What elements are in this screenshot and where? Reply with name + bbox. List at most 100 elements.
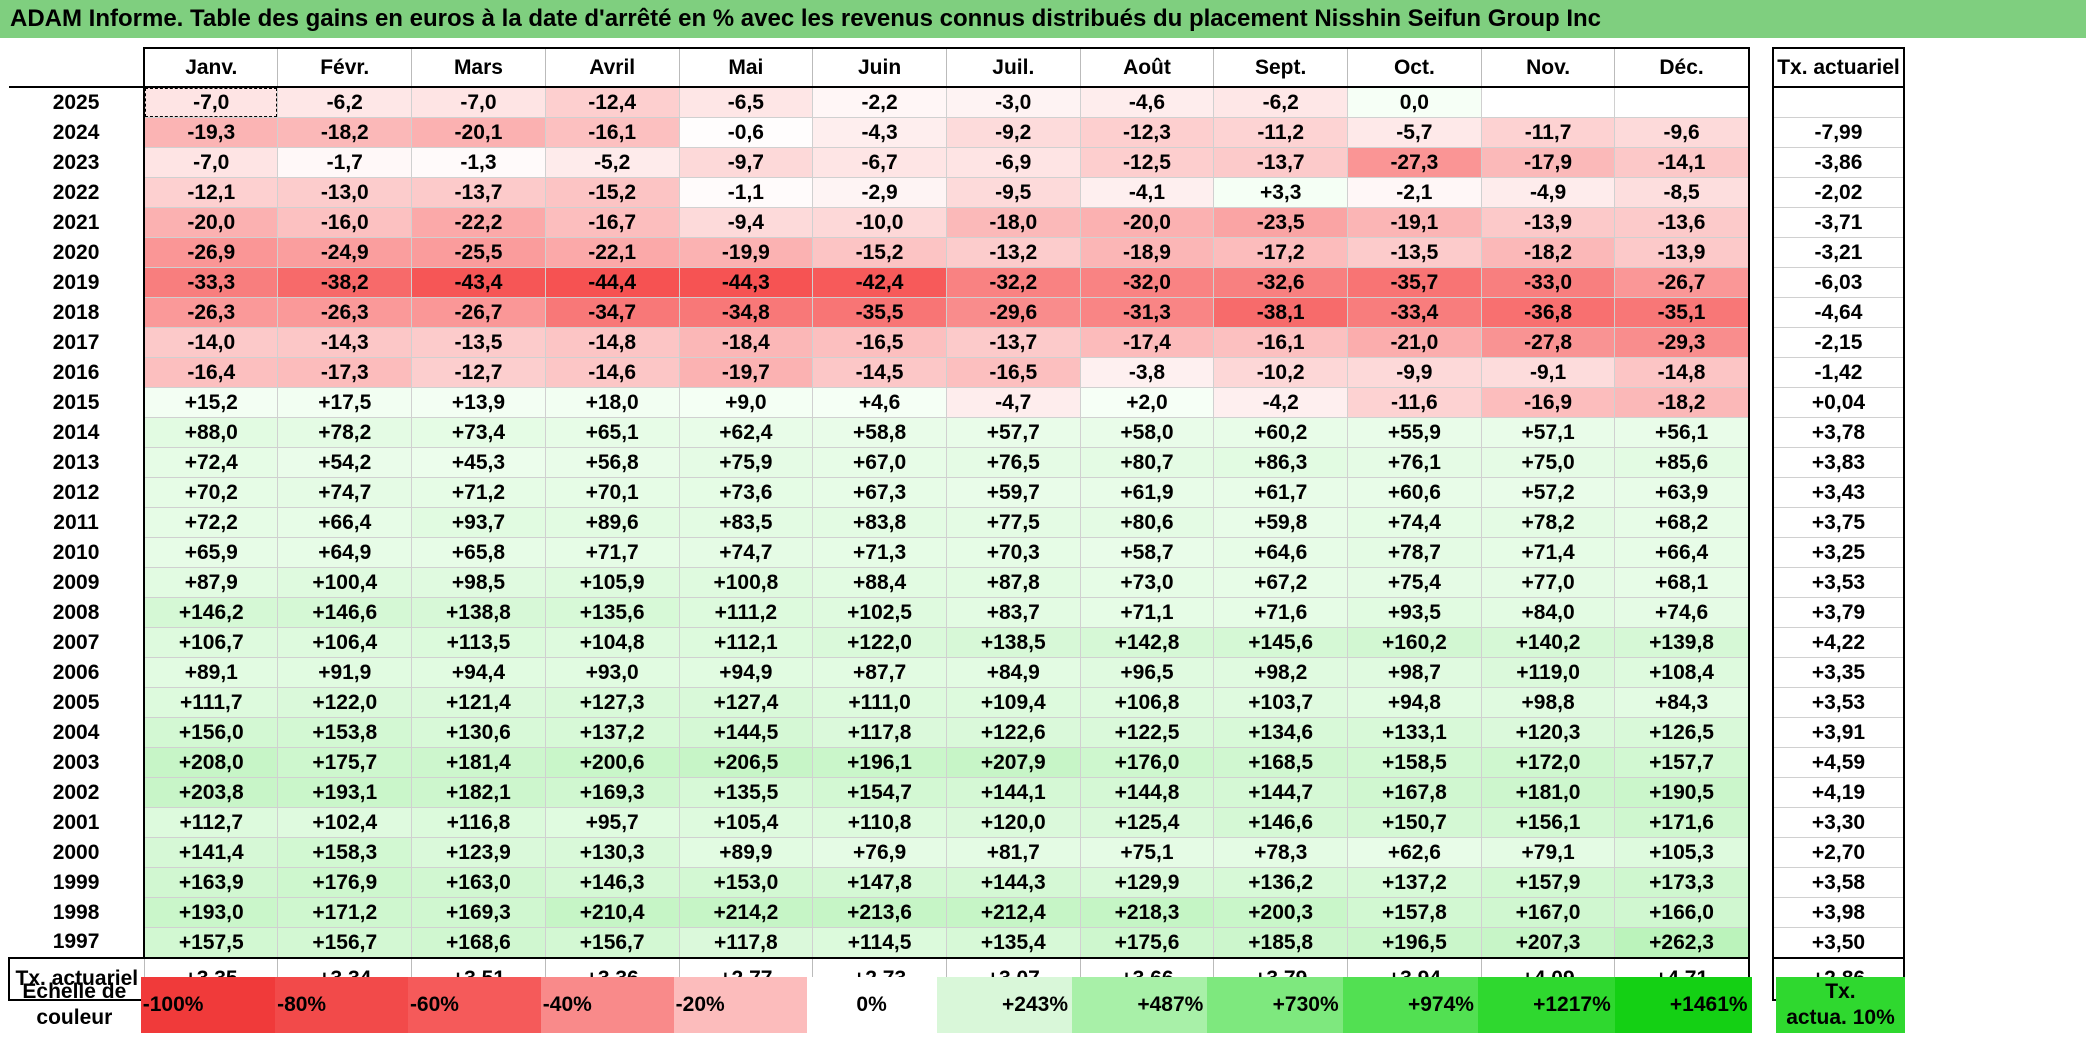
value-cell: +67,3 (812, 477, 947, 508)
value-cell: +89,6 (544, 507, 680, 538)
table-row: 2008 +146,2 +146,6 +138,8 +135,6 +111,2 +102,5… (9, 597, 1906, 628)
value-cell: +76,1 (1347, 447, 1482, 478)
value-cell: +193,0 (143, 897, 278, 928)
value-cell (1614, 87, 1750, 118)
value-cell: +138,8 (411, 597, 546, 628)
value-cell: +168,5 (1213, 747, 1348, 778)
gap-cell (1749, 208, 1773, 238)
color-scale-swatch: 0% (806, 977, 937, 1033)
annual-rate-cell: +3,78 (1771, 417, 1906, 448)
value-cell: -33,0 (1480, 267, 1615, 298)
annual-rate-cell: -4,64 (1771, 297, 1906, 328)
value-cell: +171,2 (277, 897, 412, 928)
value-cell: +167,0 (1480, 897, 1615, 928)
value-cell: +80,6 (1079, 507, 1214, 538)
color-scale-swatch: -20% (673, 977, 807, 1033)
year-label: 2008 (52, 600, 100, 624)
color-scale-swatch: +243% (936, 977, 1073, 1033)
value-cell: +78,3 (1213, 837, 1348, 868)
annual-rate-cell: -2,02 (1771, 177, 1906, 208)
value-cell: +156,7 (277, 927, 412, 959)
value-cell: +262,3 (1614, 927, 1750, 959)
value-cell: -12,1 (143, 177, 278, 208)
value-cell: -18,2 (1614, 387, 1750, 418)
gap-cell (1749, 658, 1773, 688)
value-cell: +214,2 (678, 897, 813, 928)
value-cell: +87,9 (143, 567, 278, 598)
color-scale-swatch: +974% (1342, 977, 1478, 1033)
month-header-8: Août (1079, 47, 1214, 88)
value-cell: +65,1 (544, 417, 680, 448)
gap-cell (1749, 298, 1773, 328)
value-cell: +60,2 (1213, 417, 1348, 448)
color-scale-label-line2: couleur (36, 1006, 113, 1029)
value-cell: +193,1 (277, 777, 412, 808)
color-scale-swatch: +1461% (1614, 977, 1752, 1033)
color-scale-swatch: -60% (407, 977, 541, 1033)
value-cell: +65,9 (143, 537, 278, 568)
value-cell: +200,6 (544, 747, 680, 778)
gap-cell (1749, 268, 1773, 298)
gains-table: Janv. Févr. Mars Avril Mai Juin Juil. Août Sept.… (7, 47, 1906, 1001)
value-cell: +135,6 (544, 597, 680, 628)
value-cell: -14,0 (143, 327, 278, 358)
value-cell: -17,3 (277, 357, 412, 388)
tx-line2: actua. 10% (1786, 1006, 1895, 1029)
value-cell: +146,6 (1213, 807, 1348, 838)
value-cell: -26,7 (411, 297, 546, 328)
table-row: 2005 +111,7 +122,0 +121,4 +127,3 +127,4 +111,0… (9, 687, 1906, 718)
table-row: 2010 +65,9 +64,9 +65,8 +71,7 +74,7 +71,3 +70,3 +… (9, 537, 1906, 568)
gap-cell (1749, 598, 1773, 628)
value-cell: -18,2 (1480, 237, 1615, 268)
year-label: 2001 (52, 810, 100, 834)
value-cell: +76,9 (812, 837, 947, 868)
color-scale-label: Echelle de couleur (8, 977, 141, 1033)
value-cell: +147,8 (812, 867, 947, 898)
value-cell: +81,7 (945, 837, 1081, 868)
value-cell: +71,1 (1079, 597, 1214, 628)
value-cell: +93,5 (1347, 597, 1482, 628)
value-cell: +78,7 (1347, 537, 1482, 568)
value-cell: -13,7 (411, 177, 546, 208)
annual-rate-cell: +3,98 (1771, 897, 1906, 928)
year-label: 2007 (52, 630, 100, 654)
value-cell: +157,8 (1347, 897, 1482, 928)
value-cell: +89,9 (678, 837, 813, 868)
value-cell: +106,7 (143, 627, 278, 658)
value-cell: -4,3 (812, 117, 947, 148)
value-cell: +59,7 (945, 477, 1081, 508)
table-row: 2022 -12,1 -13,0 -13,7 -15,2 -1,1 -2,9 -9,5 -4,1… (9, 177, 1906, 208)
page-title: ADAM Informe. Table des gains en euros à… (0, 0, 2086, 38)
annual-rate-cell: +3,30 (1771, 807, 1906, 838)
table-row: 2012 +70,2 +74,7 +71,2 +70,1 +73,6 +67,3 +59,7 +… (9, 477, 1906, 508)
value-cell: +57,2 (1480, 477, 1615, 508)
value-cell: +64,6 (1213, 537, 1348, 568)
value-cell: +145,6 (1213, 627, 1348, 658)
value-cell: -18,4 (678, 327, 813, 358)
value-cell: -32,6 (1213, 267, 1348, 298)
value-cell: -19,7 (678, 357, 813, 388)
value-cell: +175,6 (1079, 927, 1214, 959)
value-cell: -42,4 (812, 267, 947, 298)
value-cell: +139,8 (1614, 627, 1750, 658)
year-label: 2016 (52, 360, 100, 384)
value-cell: +75,4 (1347, 567, 1482, 598)
value-cell: +156,1 (1480, 807, 1615, 838)
value-cell: +79,1 (1480, 837, 1615, 868)
value-cell: +130,6 (411, 717, 546, 748)
annual-rate-cell: +3,50 (1771, 927, 1906, 959)
value-cell: +87,8 (945, 567, 1081, 598)
table-row: 2009 +87,9 +100,4 +98,5 +105,9 +100,8 +88,4 +87… (9, 567, 1906, 598)
corner-cell (9, 48, 145, 88)
value-cell: -18,9 (1079, 237, 1214, 268)
value-cell: -4,9 (1480, 177, 1615, 208)
value-cell: -4,1 (1079, 177, 1214, 208)
value-cell: -14,3 (277, 327, 412, 358)
value-cell: -11,2 (1213, 117, 1348, 148)
value-cell: -16,4 (143, 357, 278, 388)
value-cell: -13,5 (411, 327, 546, 358)
gap-cell (1749, 448, 1773, 478)
value-cell: +58,8 (812, 417, 947, 448)
value-cell: +141,4 (143, 837, 278, 868)
value-cell: -38,2 (277, 267, 412, 298)
